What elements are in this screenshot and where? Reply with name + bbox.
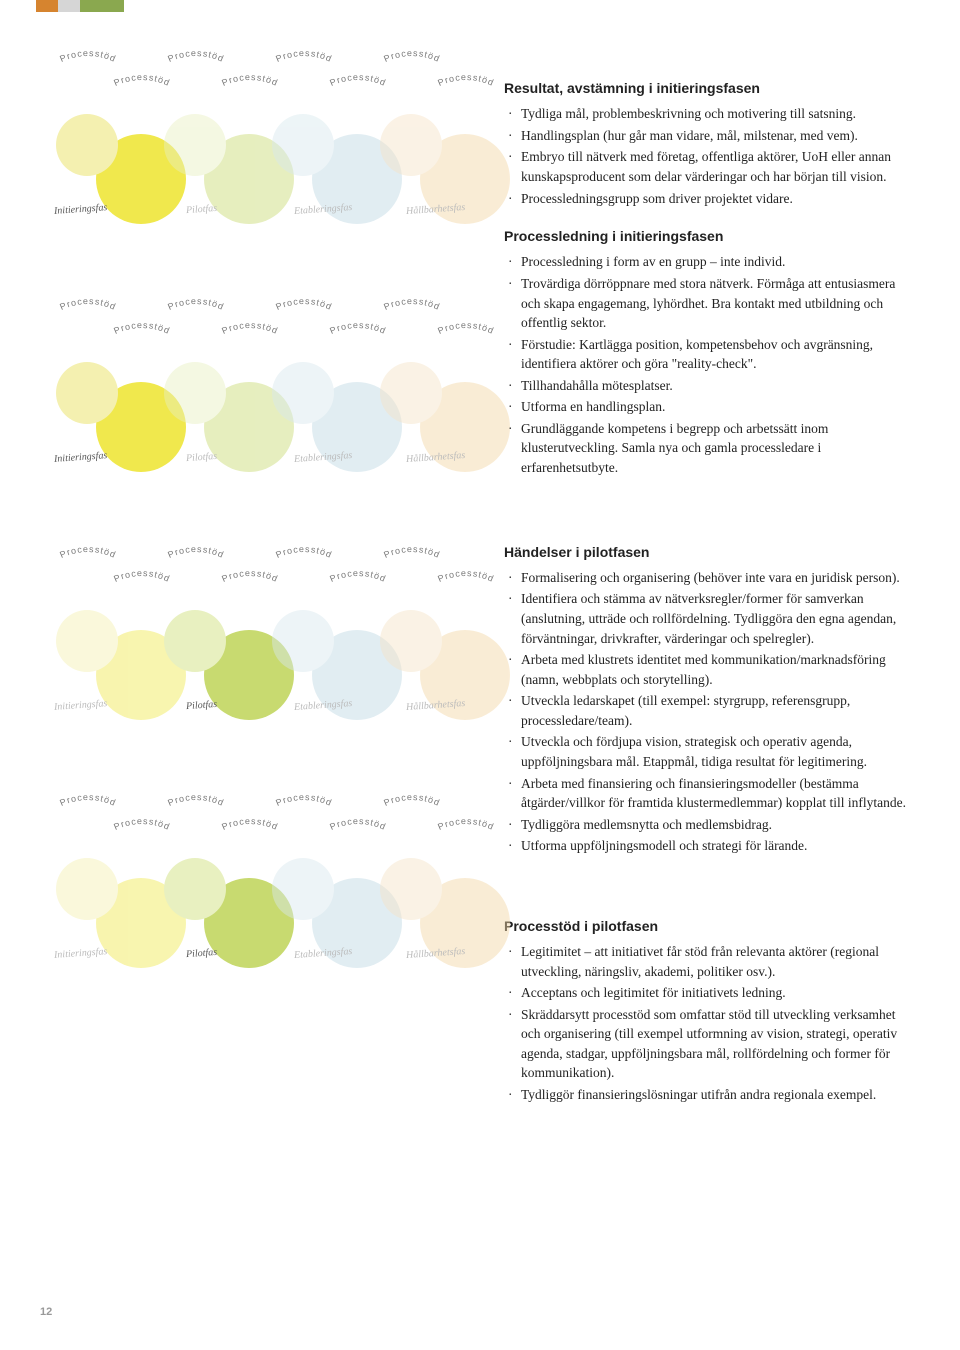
- phase-label: Initieringsfas: [54, 946, 108, 961]
- list-item: Tydliggöra medlemsnytta och medlemsbidra…: [516, 815, 918, 835]
- phase-diagram: Processtöd Processtöd Processtöd Process…: [36, 822, 476, 1002]
- text-section: Händelser i pilotfasen Formalisering och …: [504, 542, 918, 856]
- list-item: Embryo till nätverk med företag, offentl…: [516, 147, 918, 186]
- phase-label: Initieringsfas: [54, 450, 108, 465]
- phase-label: Pilotfas: [186, 947, 218, 960]
- list-item: Utforma uppföljningsmodell och strategi …: [516, 836, 918, 856]
- list-item: Identifiera och stämma av nätverksregler…: [516, 589, 918, 648]
- phase-label: Pilotfas: [186, 203, 218, 216]
- svg-text:Processtöd: Processtöd: [382, 544, 442, 560]
- list-item: Trovärdiga dörröppnare med stora nätverk…: [516, 274, 918, 333]
- list-item: Arbeta med klustrets identitet med kommu…: [516, 650, 918, 689]
- svg-text:Processtöd: Processtöd: [382, 48, 442, 64]
- svg-text:Processtöd: Processtöd: [274, 544, 334, 560]
- phase-diagram: Processtöd Processtöd Processtöd Process…: [36, 326, 476, 506]
- list-item: Tillhandahålla mötesplatser.: [516, 376, 918, 396]
- section-list: Processledning i form av en grupp – inte…: [504, 252, 918, 477]
- list-item: Skräddarsytt processtöd som omfattar stö…: [516, 1005, 918, 1083]
- phase-diagram: Processtöd Processtöd Processtöd Process…: [36, 78, 476, 258]
- header-block: [80, 0, 102, 12]
- list-item: Grundläggande kompetens i begrepp och ar…: [516, 419, 918, 478]
- list-item: Utveckla ledarskapet (till exempel: styr…: [516, 691, 918, 730]
- svg-text:Processtöd: Processtöd: [58, 792, 118, 808]
- list-item: Legitimitet – att initiativet får stöd f…: [516, 942, 918, 981]
- svg-text:Processtöd: Processtöd: [274, 48, 334, 64]
- svg-text:Processtöd: Processtöd: [166, 296, 226, 312]
- phase-label: Pilotfas: [186, 699, 218, 712]
- list-item: Utforma en handlingsplan.: [516, 397, 918, 417]
- header-block: [58, 0, 80, 12]
- list-item: Tydliggör finansieringslösningar utifrån…: [516, 1085, 918, 1105]
- header-block: [36, 0, 58, 12]
- text-section: Processledning i initieringsfasen Process…: [504, 226, 918, 477]
- text-section: Resultat, avstämning i initieringsfasen T…: [504, 78, 918, 208]
- phase-label: Initieringsfas: [54, 202, 108, 217]
- section-title: Resultat, avstämning i initieringsfasen: [504, 78, 918, 98]
- list-item: Utveckla och fördjupa vision, strategisk…: [516, 732, 918, 771]
- diagram-column: Processtöd Processtöd Processtöd Process…: [36, 78, 476, 1125]
- list-item: Processledningsgrupp som driver projekte…: [516, 189, 918, 209]
- svg-text:Processtöd: Processtöd: [274, 792, 334, 808]
- section-title: Processtöd i pilotfasen: [504, 916, 918, 936]
- svg-text:Processtöd: Processtöd: [58, 296, 118, 312]
- list-item: Formalisering och organisering (behöver …: [516, 568, 918, 588]
- page-number: 12: [40, 1306, 52, 1318]
- svg-text:Processtöd: Processtöd: [382, 792, 442, 808]
- section-list: Formalisering och organisering (behöver …: [504, 568, 918, 856]
- list-item: Acceptans och legitimitet för initiative…: [516, 983, 918, 1003]
- svg-text:Processtöd: Processtöd: [58, 544, 118, 560]
- list-item: Arbeta med finansiering och finansiering…: [516, 774, 918, 813]
- section-list: Tydliga mål, problembeskrivning och moti…: [504, 104, 918, 208]
- section-title: Processledning i initieringsfasen: [504, 226, 918, 246]
- svg-text:Processtöd: Processtöd: [382, 296, 442, 312]
- svg-text:Processtöd: Processtöd: [166, 544, 226, 560]
- svg-text:Processtöd: Processtöd: [166, 792, 226, 808]
- phase-label: Pilotfas: [186, 451, 218, 464]
- header-color-bar: [36, 0, 124, 12]
- list-item: Processledning i form av en grupp – inte…: [516, 252, 918, 272]
- svg-text:Processtöd: Processtöd: [166, 48, 226, 64]
- list-item: Tydliga mål, problembeskrivning och moti…: [516, 104, 918, 124]
- list-item: Förstudie: Kartlägga position, kompetens…: [516, 335, 918, 374]
- svg-text:Processtöd: Processtöd: [58, 48, 118, 64]
- text-column: Resultat, avstämning i initieringsfasen T…: [504, 78, 918, 1125]
- text-section: Processtöd i pilotfasen Legitimitet – att…: [504, 916, 918, 1105]
- list-item: Handlingsplan (hur går man vidare, mål, …: [516, 126, 918, 146]
- section-title: Händelser i pilotfasen: [504, 542, 918, 562]
- svg-text:Processtöd: Processtöd: [274, 296, 334, 312]
- page-content: Processtöd Processtöd Processtöd Process…: [0, 0, 960, 1125]
- phase-diagram: Processtöd Processtöd Processtöd Process…: [36, 574, 476, 754]
- phase-label: Initieringsfas: [54, 698, 108, 713]
- section-list: Legitimitet – att initiativet får stöd f…: [504, 942, 918, 1105]
- header-block: [102, 0, 124, 12]
